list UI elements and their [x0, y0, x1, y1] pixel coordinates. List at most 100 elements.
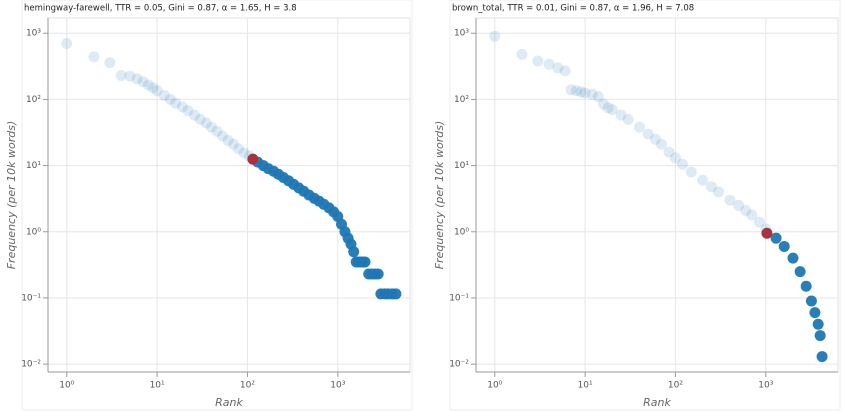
y-axis-label: Frequency (per 10k words): [5, 121, 18, 270]
highlight-point: [247, 153, 259, 165]
data-point: [753, 216, 765, 228]
data-point: [622, 113, 634, 125]
x-axis-label: Rank: [643, 396, 671, 409]
data-point: [61, 37, 73, 49]
data-point: [805, 295, 817, 307]
data-point: [615, 109, 627, 121]
data-point: [222, 134, 234, 146]
highlight-point: [761, 227, 773, 239]
data-point: [189, 109, 201, 121]
data-point: [137, 76, 149, 88]
data-point: [182, 105, 194, 117]
x-tick-label: 10⁰: [59, 381, 74, 391]
data-point: [211, 125, 223, 137]
data-point: [697, 174, 709, 186]
data-point: [814, 330, 826, 342]
data-point: [147, 82, 159, 94]
data-point: [233, 143, 245, 155]
data-point: [170, 97, 182, 109]
y-tick-label: 10²: [26, 95, 41, 105]
x-tick-label: 10²: [240, 381, 255, 391]
data-point: [543, 58, 555, 70]
y-tick-label: 10²: [454, 95, 469, 105]
data-point: [713, 186, 725, 198]
y-tick-label: 10⁻²: [449, 360, 469, 370]
plot-area: [47, 17, 411, 373]
data-point: [800, 280, 812, 292]
x-tick-label: 10³: [758, 381, 773, 391]
data-point: [559, 65, 571, 77]
panel-frame: [449, 0, 841, 411]
data-point: [348, 246, 360, 258]
panel-frame: [21, 0, 413, 411]
data-point: [586, 88, 598, 100]
x-axis-label: Rank: [215, 396, 243, 409]
data-point: [812, 318, 824, 330]
data-point: [705, 181, 717, 193]
y-tick-label: 10³: [454, 29, 469, 39]
data-point: [598, 98, 610, 110]
y-tick-label: 10⁻²: [21, 360, 41, 370]
data-point: [359, 256, 371, 268]
y-tick-label: 10⁰: [26, 227, 41, 237]
chart-title: brown_total, TTR = 0.01, Gini = 0.87, α …: [452, 4, 694, 14]
data-point: [746, 209, 758, 221]
data-point: [552, 62, 564, 74]
data-point: [124, 70, 136, 82]
chart-title: hemingway-farewell, TTR = 0.05, Gini = 0…: [24, 4, 297, 14]
data-point: [142, 79, 154, 91]
data-point: [131, 73, 143, 85]
data-point: [642, 128, 654, 140]
y-tick-label: 10³: [26, 29, 41, 39]
data-point: [733, 199, 745, 211]
data-point: [770, 232, 782, 244]
data-point: [151, 85, 163, 97]
data-point: [104, 57, 116, 69]
y-tick-label: 10⁰: [454, 227, 469, 237]
data-point: [655, 138, 667, 150]
data-point: [809, 307, 821, 319]
data-point: [390, 288, 402, 300]
x-tick-label: 10³: [330, 381, 345, 391]
data-point: [669, 152, 681, 164]
data-point: [685, 166, 697, 178]
x-tick-label: 10²: [668, 381, 683, 391]
y-axis-label: Frequency (per 10k words): [433, 121, 446, 270]
plot-area: [475, 17, 839, 373]
data-point: [663, 146, 675, 158]
data-point: [633, 121, 645, 133]
data-point: [217, 130, 229, 142]
data-point: [489, 30, 501, 42]
data-point: [115, 69, 127, 81]
data-point: [677, 158, 689, 170]
y-tick-label: 10¹: [454, 161, 469, 171]
data-point: [724, 194, 736, 206]
data-point: [238, 147, 250, 159]
data-point: [565, 84, 577, 96]
data-point: [372, 268, 384, 280]
data-point: [606, 104, 618, 116]
y-tick-label: 10⁻¹: [449, 293, 469, 303]
data-point: [227, 138, 239, 150]
data-point: [778, 240, 790, 252]
data-point: [194, 113, 206, 125]
data-point: [794, 266, 806, 278]
data-point: [532, 55, 544, 67]
data-point: [205, 121, 217, 133]
data-point: [649, 133, 661, 145]
x-tick-label: 10⁰: [487, 381, 502, 391]
data-point: [158, 89, 170, 101]
data-point: [200, 117, 212, 129]
x-tick-label: 10¹: [578, 381, 593, 391]
panel: hemingway-farewell, TTR = 0.05, Gini = 0…: [5, 0, 413, 411]
data-point: [164, 93, 176, 105]
data-point: [570, 85, 582, 97]
y-tick-label: 10⁻¹: [21, 293, 41, 303]
data-point: [592, 91, 604, 103]
data-point: [816, 351, 828, 363]
data-point: [516, 48, 528, 60]
x-tick-label: 10¹: [150, 381, 165, 391]
data-point: [740, 204, 752, 216]
data-point: [176, 101, 188, 113]
